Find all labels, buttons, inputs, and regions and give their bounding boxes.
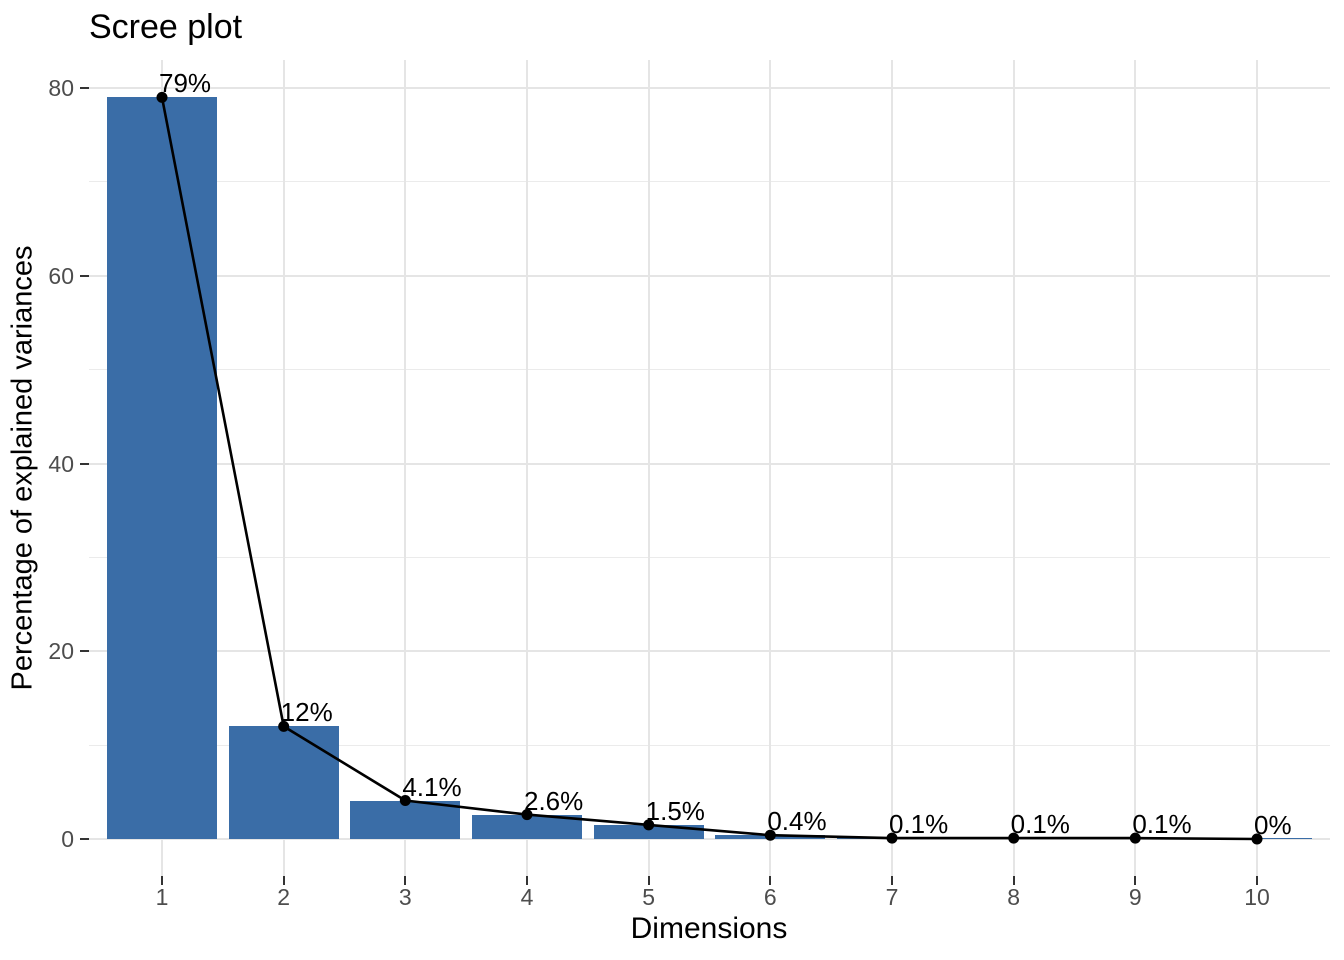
major-gridline-v bbox=[1012, 60, 1015, 876]
major-gridline-v bbox=[526, 60, 528, 876]
point-label-dim-6: 0.4% bbox=[767, 806, 827, 837]
y-tick-label: 60 bbox=[48, 262, 74, 289]
y-tick-mark bbox=[80, 87, 89, 89]
x-tick-mark bbox=[1256, 876, 1258, 885]
point-label-dim-1: 79% bbox=[159, 68, 212, 99]
major-gridline-v bbox=[1256, 60, 1258, 876]
x-tick-label: 5 bbox=[642, 884, 656, 910]
point-label-dim-10: 0% bbox=[1254, 810, 1292, 840]
bar-dim-1 bbox=[107, 97, 217, 839]
x-tick-mark bbox=[1012, 876, 1015, 885]
y-tick-label: 20 bbox=[48, 638, 74, 665]
point-label-dim-3: 4.1% bbox=[402, 771, 462, 802]
major-gridline-v bbox=[769, 60, 772, 876]
x-tick-label: 6 bbox=[763, 884, 777, 910]
point-label-dim-2: 12% bbox=[280, 697, 333, 728]
major-gridline-h bbox=[89, 87, 1330, 89]
y-tick-mark bbox=[80, 650, 89, 653]
x-tick-mark bbox=[404, 876, 407, 885]
x-tick-mark bbox=[891, 876, 893, 885]
x-tick-label: 10 bbox=[1244, 884, 1270, 910]
x-tick-mark bbox=[769, 876, 772, 885]
x-tick-label: 9 bbox=[1128, 884, 1142, 910]
x-tick-label: 8 bbox=[1007, 884, 1021, 910]
point-label-dim-5: 1.5% bbox=[645, 795, 705, 826]
x-tick-mark bbox=[647, 876, 650, 885]
x-tick-label: 4 bbox=[520, 884, 534, 910]
major-gridline-v bbox=[647, 60, 650, 876]
plot-panel: 79% 12% 4.1% 2.6% 1.5% 0.4% 0.1% 0.1% 0.1% 0% bbox=[89, 60, 1330, 876]
minor-gridline bbox=[89, 181, 1330, 183]
major-gridline-h bbox=[89, 274, 1330, 277]
x-tick-mark bbox=[1134, 876, 1137, 885]
major-gridline-v bbox=[404, 60, 407, 876]
y-tick-mark bbox=[80, 838, 89, 840]
x-tick-label: 1 bbox=[155, 884, 169, 910]
x-tick-label: 2 bbox=[277, 884, 291, 910]
major-gridline-h bbox=[89, 650, 1330, 653]
point-label-dim-7: 0.1% bbox=[889, 809, 949, 840]
point-label-dim-9: 0.1% bbox=[1132, 809, 1192, 840]
bar-dim-5 bbox=[593, 824, 704, 839]
bar-dim-3 bbox=[350, 800, 461, 839]
bar-dim-2 bbox=[228, 726, 339, 839]
y-tick-mark bbox=[80, 274, 89, 277]
point-label-dim-4: 2.6% bbox=[524, 785, 584, 816]
bar-dim-4 bbox=[472, 814, 582, 839]
point-label-dim-8: 0.1% bbox=[1010, 809, 1070, 840]
x-tick-mark bbox=[161, 876, 163, 885]
y-tick-label: 0 bbox=[61, 826, 74, 852]
y-tick-mark bbox=[80, 462, 89, 465]
y-tick-label: 40 bbox=[48, 450, 74, 477]
x-tick-mark bbox=[526, 876, 528, 885]
x-tick-mark bbox=[282, 876, 285, 885]
minor-gridline bbox=[89, 369, 1330, 371]
major-gridline-v bbox=[1134, 60, 1137, 876]
y-tick-label: 80 bbox=[48, 75, 74, 101]
chart-title: Scree plot bbox=[89, 8, 243, 46]
major-gridline-h bbox=[89, 462, 1330, 465]
minor-gridline bbox=[89, 556, 1330, 558]
x-tick-label: 7 bbox=[885, 884, 899, 910]
major-gridline-v bbox=[891, 60, 893, 876]
x-tick-label: 3 bbox=[398, 884, 412, 910]
x-axis-title: Dimensions bbox=[630, 912, 788, 945]
